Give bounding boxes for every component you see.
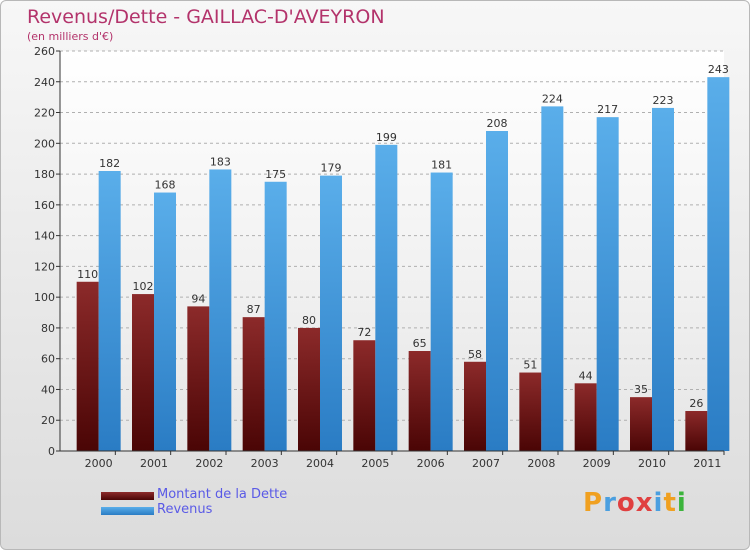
- legend-label-debt: Montant de la Dette: [157, 487, 288, 502]
- x-tick-label: 2008: [527, 457, 555, 470]
- bar-debt: [242, 317, 265, 451]
- y-tick-label: 220: [34, 107, 55, 120]
- logo-letter: i: [653, 488, 664, 518]
- y-tick-label: 140: [34, 230, 55, 243]
- bar-revenue: [652, 107, 674, 451]
- data-label-revenue: 168: [155, 179, 176, 192]
- y-tick-label: 60: [41, 353, 55, 366]
- legend-swatch-revenue: [101, 507, 154, 515]
- data-label-revenue: 199: [376, 131, 397, 144]
- data-label-revenue: 181: [431, 159, 452, 172]
- x-tick-label: 2000: [85, 457, 113, 470]
- data-label-debt: 26: [689, 397, 703, 410]
- x-tick-label: 2003: [251, 457, 279, 470]
- logo-letter: r: [603, 488, 617, 518]
- logo-letter: P: [583, 488, 604, 518]
- proxiti-logo: Proxiti: [583, 488, 687, 518]
- data-label-debt: 35: [634, 383, 648, 396]
- bar-debt: [630, 397, 652, 451]
- data-label-debt: 94: [191, 292, 205, 305]
- legend-label-revenue: Revenus: [157, 502, 213, 517]
- bar-revenue: [154, 192, 176, 452]
- bar-debt: [187, 306, 210, 451]
- x-tick-label: 2005: [361, 457, 389, 470]
- bar-revenue: [98, 171, 121, 451]
- y-tick-label: 260: [34, 45, 55, 58]
- x-tick-label: 2007: [472, 457, 500, 470]
- y-tick-label: 120: [34, 260, 55, 273]
- data-label-revenue: 223: [653, 94, 674, 107]
- y-tick-label: 0: [48, 445, 55, 458]
- x-tick-label: 2009: [583, 457, 611, 470]
- bar-revenue: [486, 131, 508, 451]
- bar-revenue: [209, 169, 232, 451]
- bar-revenue: [707, 77, 730, 452]
- x-tick-label: 2011: [693, 457, 721, 470]
- y-tick-label: 40: [41, 383, 55, 396]
- data-label-debt: 51: [523, 359, 537, 372]
- y-tick-label: 100: [34, 291, 55, 304]
- logo-letter: o: [616, 488, 636, 518]
- data-label-debt: 44: [579, 369, 593, 382]
- bar-debt: [353, 340, 376, 451]
- logo-letter: i: [676, 488, 687, 518]
- x-tick-label: 2001: [140, 457, 168, 470]
- y-tick-label: 180: [34, 168, 55, 181]
- y-tick-label: 240: [34, 76, 55, 89]
- data-label-debt: 110: [77, 268, 98, 281]
- bar-revenue: [320, 175, 342, 451]
- chart-title: Revenus/Dette - GAILLAC-D'AVEYRON: [27, 6, 385, 28]
- data-label-debt: 80: [302, 314, 316, 327]
- data-label-revenue: 183: [210, 155, 231, 168]
- logo-letter: t: [663, 488, 677, 518]
- data-label-revenue: 243: [708, 63, 729, 76]
- y-tick-label: 160: [34, 199, 55, 212]
- y-tick-label: 80: [41, 322, 55, 335]
- bar-revenue: [430, 172, 453, 452]
- bar-debt: [408, 351, 431, 451]
- data-label-revenue: 208: [487, 117, 508, 130]
- logo-letter: x: [635, 488, 654, 518]
- chart-subtitle: (en milliers d'€): [27, 30, 114, 43]
- bar-debt: [574, 383, 597, 451]
- bar-debt: [132, 294, 154, 451]
- bar-revenue: [264, 181, 287, 451]
- bar-debt: [464, 361, 486, 451]
- data-label-debt: 65: [413, 337, 427, 350]
- data-label-revenue: 217: [597, 103, 618, 116]
- data-label-debt: 72: [357, 326, 371, 339]
- bar-revenue: [375, 144, 398, 451]
- data-label-revenue: 182: [99, 157, 120, 170]
- bar-revenue: [541, 106, 564, 451]
- data-label-revenue: 175: [265, 168, 286, 181]
- data-label-debt: 102: [133, 280, 154, 293]
- y-tick-label: 20: [41, 414, 55, 427]
- x-tick-label: 2006: [417, 457, 445, 470]
- data-label-revenue: 224: [542, 92, 563, 105]
- bar-revenue: [596, 117, 619, 452]
- data-label-debt: 58: [468, 348, 482, 361]
- data-label-revenue: 179: [321, 162, 342, 175]
- bar-debt: [76, 281, 99, 451]
- x-tick-label: 2004: [306, 457, 334, 470]
- y-tick-label: 200: [34, 137, 55, 150]
- data-label-debt: 87: [247, 303, 261, 316]
- legend-swatch-debt: [101, 492, 154, 500]
- x-tick-label: 2010: [638, 457, 666, 470]
- bar-debt: [298, 327, 320, 451]
- x-tick-label: 2002: [195, 457, 223, 470]
- bar-debt: [685, 411, 708, 451]
- bar-debt: [519, 372, 542, 451]
